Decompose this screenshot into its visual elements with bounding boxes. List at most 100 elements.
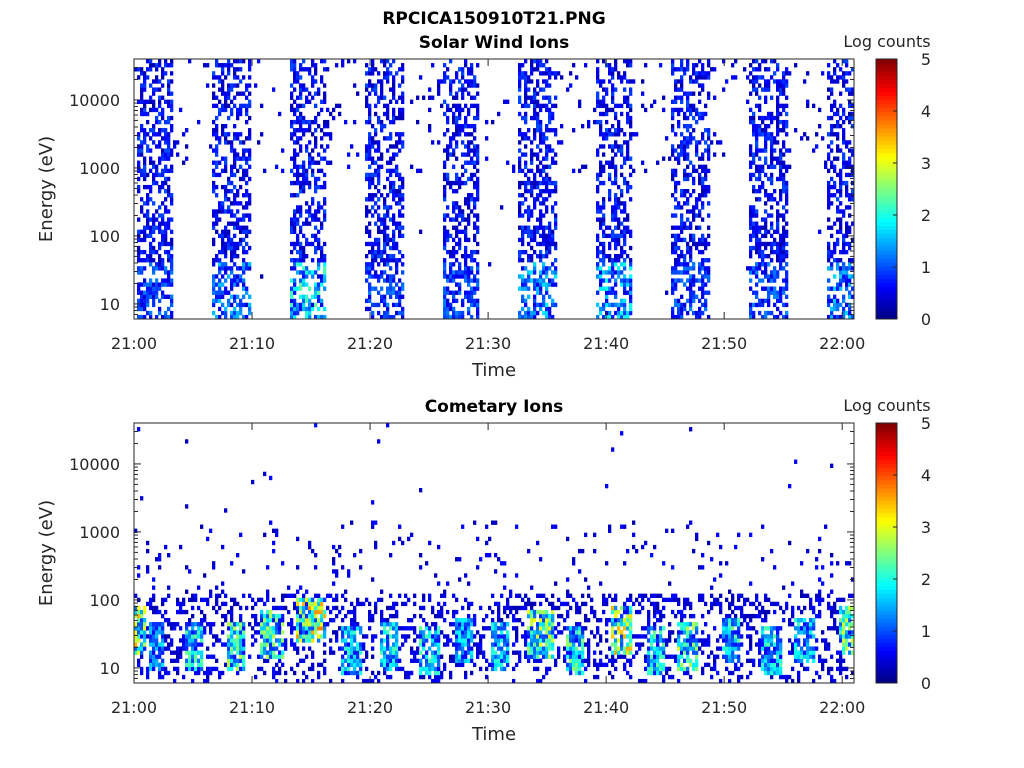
heatmap-cell [476, 168, 480, 174]
heatmap-cell [380, 91, 384, 96]
heatmap-cell [464, 274, 468, 279]
heatmap-cell [767, 164, 771, 169]
heatmap-cell [782, 152, 786, 157]
heatmap-cell [230, 148, 234, 153]
heatmap-cell [548, 176, 552, 182]
heatmap-cell [227, 67, 231, 72]
heatmap-cell [629, 136, 633, 141]
heatmap-cell [236, 553, 240, 558]
heatmap-cell [707, 59, 711, 64]
heatmap-cell [143, 634, 147, 639]
heatmap-cell [767, 241, 771, 247]
heatmap-cell [272, 630, 276, 635]
heatmap-cell [611, 302, 615, 308]
heatmap-cell [842, 237, 846, 243]
heatmap-cell [167, 63, 171, 68]
heatmap-cell [212, 209, 216, 214]
heatmap-cell [779, 193, 783, 198]
colorbar-segment [876, 184, 897, 190]
heatmap-cell [401, 294, 405, 299]
heatmap-cell [164, 136, 168, 141]
heatmap-cell [320, 107, 324, 113]
heatmap-cell [842, 140, 846, 145]
heatmap-cell [692, 278, 696, 283]
heatmap-cell [539, 128, 543, 133]
heatmap-cell [833, 180, 837, 186]
heatmap-cell [689, 91, 693, 96]
heatmap-cell [449, 83, 453, 88]
heatmap-cell [374, 111, 378, 117]
heatmap-cell [611, 75, 615, 80]
heatmap-cell [527, 286, 531, 291]
heatmap-cell [299, 172, 303, 178]
heatmap-cell [251, 597, 255, 603]
heatmap-cell [443, 164, 447, 169]
heatmap-cell [539, 107, 543, 113]
heatmap-cell [842, 79, 846, 84]
heatmap-cell [140, 83, 144, 88]
heatmap-cell [785, 270, 789, 275]
heatmap-cell [248, 99, 252, 104]
heatmap-cell [548, 119, 552, 125]
heatmap-cell [680, 225, 684, 230]
heatmap-cell [830, 75, 834, 80]
heatmap-cell [626, 290, 630, 295]
heatmap-cell [386, 79, 390, 84]
heatmap-cell [464, 59, 468, 64]
heatmap-cell [674, 168, 678, 174]
heatmap-cell [839, 91, 843, 96]
heatmap-cell [140, 642, 144, 647]
heatmap-cell [293, 314, 297, 320]
heatmap-cell [293, 209, 297, 214]
colorbar-segment [876, 229, 897, 235]
heatmap-cell [608, 79, 612, 84]
heatmap-cell [206, 536, 210, 542]
colorbar-segment [876, 310, 897, 316]
heatmap-cell [839, 258, 843, 263]
heatmap-cell [149, 160, 153, 165]
heatmap-cell [272, 597, 276, 603]
heatmap-cell [545, 152, 549, 157]
heatmap-cell [215, 229, 219, 234]
heatmap-cell [551, 314, 555, 320]
heatmap-cell [188, 662, 192, 668]
heatmap-cell [296, 75, 300, 80]
heatmap-cell [773, 140, 777, 145]
heatmap-cell [260, 650, 264, 655]
heatmap-cell [539, 282, 543, 287]
heatmap-cell [380, 83, 384, 88]
heatmap-cell [701, 63, 705, 68]
heatmap-cell [626, 225, 630, 230]
heatmap-cell [449, 91, 453, 96]
heatmap-cell [518, 79, 522, 84]
heatmap-cell [764, 209, 768, 214]
heatmap-cell [605, 233, 609, 239]
heatmap-cell [296, 638, 300, 643]
heatmap-cell [476, 310, 480, 316]
heatmap-cell [449, 136, 453, 141]
heatmap-cell [677, 156, 681, 161]
y-tick-label: 100 [89, 227, 120, 246]
heatmap-cell [140, 270, 144, 275]
heatmap-cell [455, 225, 459, 230]
heatmap-cell [623, 205, 627, 210]
heatmap-cell [155, 75, 159, 80]
heatmap-cell [164, 646, 168, 651]
heatmap-cell [368, 249, 372, 255]
heatmap-cell [431, 63, 435, 68]
heatmap-cell [467, 71, 471, 76]
heatmap-cell [155, 87, 159, 92]
heatmap-cell [293, 164, 297, 169]
heatmap-cell [707, 136, 711, 141]
heatmap-cell [212, 634, 216, 639]
heatmap-cell [443, 314, 447, 320]
heatmap-cell [134, 630, 138, 635]
heatmap-cell [137, 618, 141, 623]
heatmap-cell [521, 180, 525, 186]
heatmap-cell [623, 302, 627, 308]
heatmap-cell [386, 176, 390, 182]
heatmap-cell [671, 306, 675, 312]
heatmap-cell [227, 87, 231, 92]
heatmap-cell [185, 638, 189, 643]
heatmap-cell [785, 278, 789, 283]
